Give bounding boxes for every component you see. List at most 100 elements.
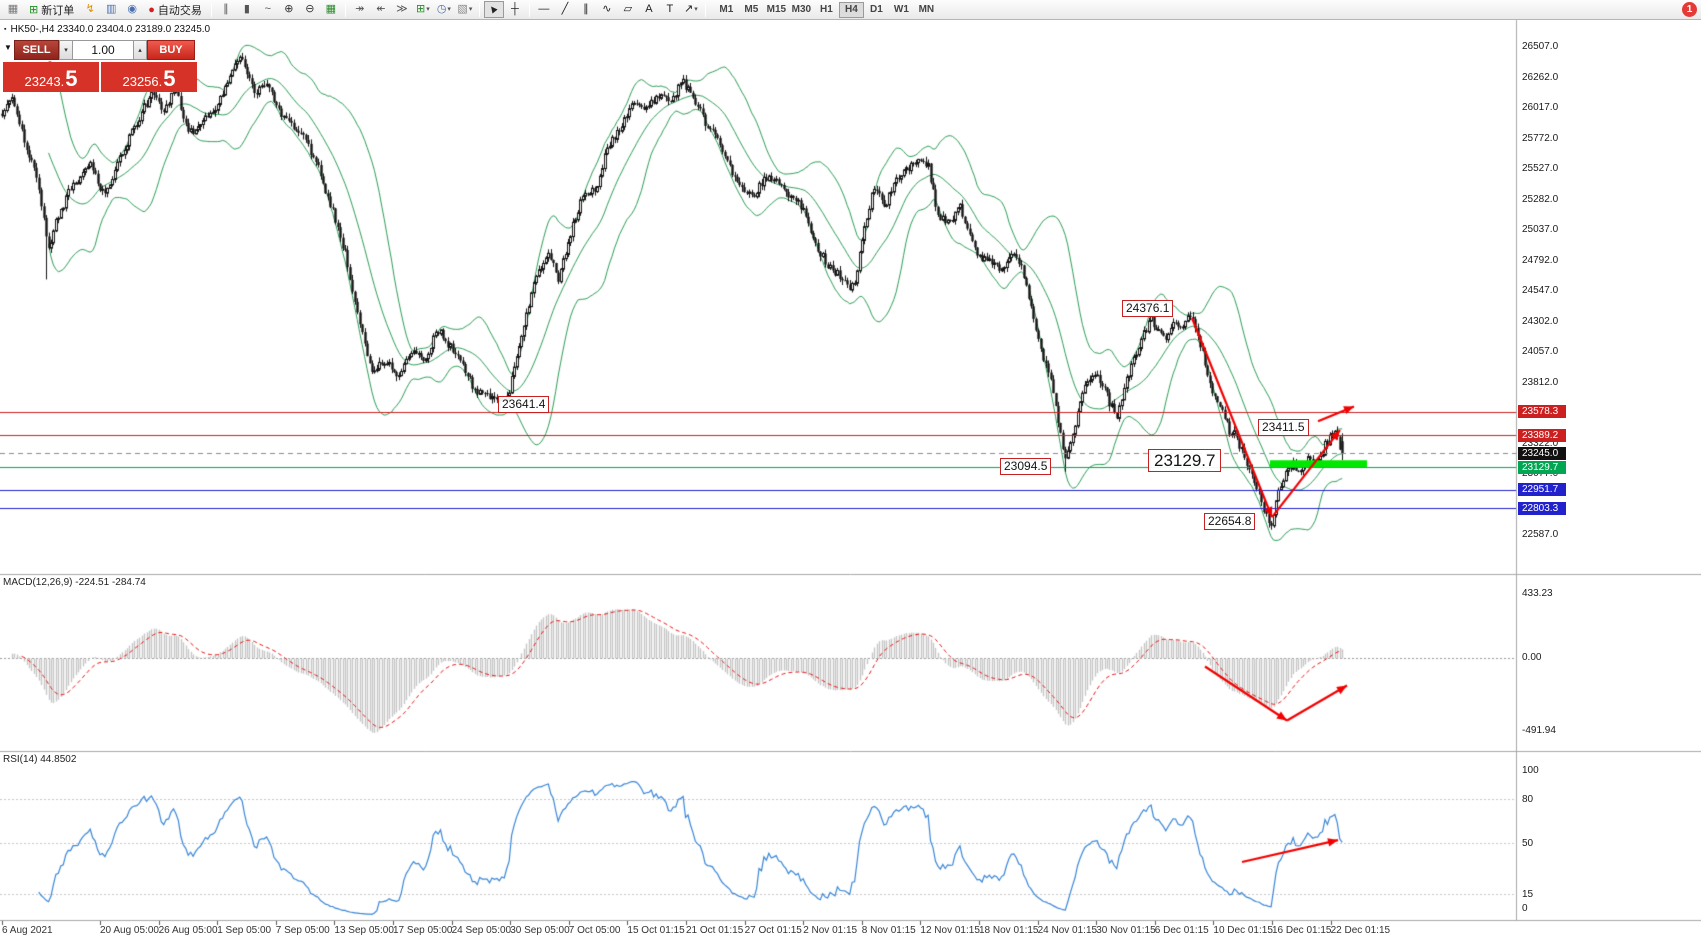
candlestick-chart-type-icon[interactable]: ▮ [237, 1, 257, 18]
price-axis-tag: 22803.3 [1518, 501, 1566, 515]
price-annotation-label[interactable]: 24376.1 [1122, 300, 1174, 317]
shapes-icon[interactable]: ▱ [618, 1, 638, 18]
new-order-button[interactable]: ⊞ 新订单 [24, 1, 79, 18]
rsi-axis-label: 100 [1522, 765, 1539, 776]
time-axis-label: 7 Sep 05:00 [275, 925, 330, 936]
indicators-list-icon[interactable]: ⊞ ▾ [413, 1, 433, 18]
volume-decrease-button[interactable]: ▾ [59, 40, 73, 60]
zoom-out-icon[interactable]: ⊖ [300, 1, 320, 18]
auto-scroll-icon[interactable]: ↠ [350, 1, 370, 18]
candlestick-chart-type-icon: ▮ [243, 3, 250, 15]
rsi-axis-label: 0 [1522, 903, 1528, 914]
rsi-axis-label: 15 [1522, 889, 1534, 901]
text-tool-icon[interactable]: A [639, 1, 659, 18]
time-axis-label: 15 Oct 01:15 [627, 925, 685, 936]
cursor-icon[interactable]: ▲ [483, 1, 504, 18]
volume-increase-button[interactable]: ▴ [133, 40, 147, 60]
toolbar-separator [528, 2, 530, 17]
price-axis-tick: 26507.0 [1522, 41, 1559, 52]
templates-icon[interactable]: ▧ ▾ [455, 1, 475, 18]
timeframe-h1-button[interactable]: H1 [814, 2, 839, 18]
timeframe-m30-button[interactable]: M30 [789, 2, 814, 18]
timeframe-mn-button[interactable]: MN [914, 2, 939, 18]
step-forward-icon[interactable]: ≫ [392, 1, 412, 18]
buy-price-display[interactable]: 23256. 5 [101, 62, 197, 92]
periods-icon[interactable]: ◷ ▾ [434, 1, 454, 18]
timeframe-h4-button[interactable]: H4 [838, 1, 864, 18]
time-axis-label: 26 Aug 05:00 [158, 925, 218, 936]
price-annotation-label[interactable]: 23411.5 [1258, 419, 1309, 436]
arrows-palette-icon[interactable]: ↗ ▾ [681, 1, 701, 18]
autotrading-button[interactable]: ● 自动交易 [143, 1, 207, 18]
chart-window-icon: ▦ [7, 3, 19, 15]
trade-panel-collapse-icon[interactable]: ▼ [4, 43, 12, 52]
sound-icon[interactable]: ◉ [122, 1, 142, 18]
auto-scroll-icon: ↠ [355, 3, 365, 15]
dropdown-caret-icon: ▾ [468, 6, 473, 13]
price-axis-tick: 25527.0 [1522, 163, 1559, 174]
price-axis-tick: 25037.0 [1522, 224, 1559, 235]
price-annotation-label[interactable]: 23094.5 [1000, 458, 1052, 475]
price-axis-tick: 23812.0 [1522, 376, 1559, 388]
autotrading-button-label: 自动交易 [157, 4, 202, 17]
timeframe-m1-button[interactable]: M1 [714, 2, 739, 18]
label-tool-icon[interactable]: T [660, 1, 680, 18]
crosshair-icon[interactable]: ┼ [505, 1, 525, 18]
dropdown-caret-icon: ▾ [426, 6, 430, 13]
time-axis-label: 6 Dec 01:15 [1154, 925, 1209, 936]
time-axis-label: 24 Sep 05:00 [451, 925, 512, 936]
chart-shift-icon: ↞ [376, 3, 386, 15]
price-annotation-label[interactable]: 23129.7 [1148, 449, 1222, 472]
timeframe-w1-button[interactable]: W1 [889, 2, 914, 18]
time-axis-label: 8 Nov 01:15 [861, 925, 916, 936]
price-annotation-label[interactable]: 23641.4 [498, 396, 550, 413]
timeframe-m5-button[interactable]: M5 [739, 2, 764, 18]
line-chart-type-icon[interactable]: ~ [258, 1, 278, 18]
rsi-axis-label: 50 [1522, 838, 1534, 849]
buy-button[interactable]: BUY [147, 40, 195, 60]
trendline-icon[interactable]: ╱ [555, 1, 575, 18]
sound-icon: ◉ [127, 3, 138, 15]
zoom-in-icon: ⊕ [284, 3, 294, 15]
macd-axis-label: 0.00 [1522, 652, 1542, 664]
trendline-icon: ╱ [561, 3, 569, 15]
timeframe-m15-button[interactable]: M15 [764, 2, 789, 18]
macd-axis-label: 433.23 [1522, 587, 1553, 599]
tile-windows-icon[interactable]: ▦ [321, 1, 341, 18]
horizontal-line-icon[interactable]: — [534, 1, 554, 18]
toolbar-separator [344, 2, 346, 17]
sell-price-base: 23243. [24, 74, 65, 89]
time-axis-label: 17 Sep 05:00 [393, 925, 453, 936]
timeframe-d1-button[interactable]: D1 [864, 2, 889, 18]
time-axis-label: 12 Nov 01:15 [920, 925, 980, 936]
price-annotation-label[interactable]: 22654.8 [1204, 513, 1256, 530]
time-axis-label: 6 Aug 2021 [2, 925, 53, 936]
volume-input[interactable] [73, 40, 133, 60]
time-axis-label: 13 Sep 05:00 [334, 925, 394, 936]
chart-list-icon[interactable]: ▥ [101, 1, 121, 18]
mql-lightning-icon: ↯ [85, 3, 95, 15]
dropdown-caret-icon: ▾ [694, 6, 698, 13]
time-axis-label: 30 Sep 05:00 [510, 925, 570, 936]
text-tool-icon: A [645, 3, 653, 15]
chart-shift-icon[interactable]: ↞ [371, 1, 391, 18]
main-toolbar: ▦ ⊞ 新订单 ↯ ▥ ◉ ● 自动交易 ∥ ▮ ~ ⊕ ⊖ ▦ ↠ ↞ ≫ ⊞ ▾ ◷ ▾ ▧ ▾ ▲ ┼ — ╱ ∥ ∿ ▱ A T ↗ ▾ … [0, 0, 1701, 20]
shapes-icon: ▱ [623, 3, 633, 15]
bars-chart-type-icon[interactable]: ∥ [216, 1, 236, 18]
zoom-out-icon: ⊖ [305, 3, 315, 15]
notification-badge[interactable]: 1 [1682, 2, 1697, 17]
sell-price-display[interactable]: 23243. 5 [3, 62, 99, 92]
price-axis-tick: 26017.0 [1522, 102, 1559, 113]
sell-button[interactable]: SELL [14, 40, 59, 60]
equidistant-channel-icon: ∥ [583, 3, 589, 15]
price-axis-tick: 24057.0 [1522, 346, 1559, 357]
zoom-in-icon[interactable]: ⊕ [279, 1, 299, 18]
fibonacci-icon[interactable]: ∿ [597, 1, 617, 18]
mql-lightning-icon[interactable]: ↯ [80, 1, 100, 18]
equidistant-channel-icon[interactable]: ∥ [576, 1, 596, 18]
price-axis-tick: 25772.0 [1522, 132, 1559, 144]
chart-window-icon[interactable]: ▦ [3, 1, 23, 18]
tile-windows-icon: ▦ [325, 3, 337, 15]
